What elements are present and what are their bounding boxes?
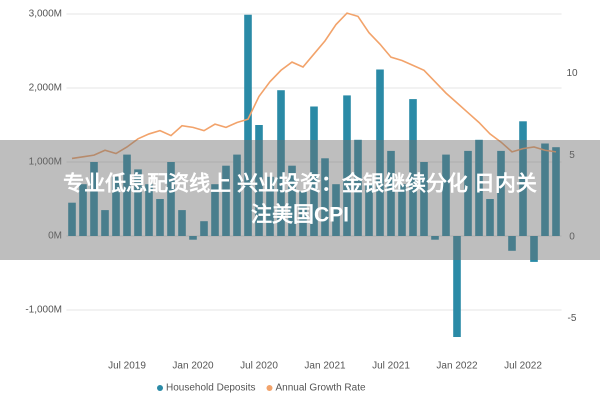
plot-area: -1,000M 0M 1,000M 2,000M 3,000M -5 0 5 10 Jul 201… — [25, 9, 578, 372]
bar — [277, 90, 285, 236]
bar — [321, 158, 329, 236]
bar — [552, 147, 560, 236]
y-tick-label: 0M — [48, 231, 62, 242]
bar — [464, 150, 472, 236]
bar — [530, 236, 538, 262]
x-tick-label: Jan 2021 — [304, 361, 346, 372]
bar — [233, 154, 241, 236]
bar — [123, 154, 131, 236]
bar — [475, 139, 483, 236]
x-tick-label: Jul 2022 — [504, 361, 542, 372]
bar — [255, 125, 263, 236]
legend-marker — [266, 385, 273, 391]
x-tick-label: Jul 2019 — [108, 361, 146, 372]
bar — [376, 69, 384, 236]
bar — [332, 184, 340, 236]
bar — [420, 162, 428, 236]
bar — [266, 176, 274, 236]
legend-item: Annual Growth Rate — [266, 383, 366, 394]
bar — [211, 184, 219, 236]
x-tick-label: Jul 2021 — [372, 361, 410, 372]
bar — [244, 14, 252, 236]
banner-line: 注美国CPI — [251, 203, 349, 227]
line — [71, 12, 557, 160]
bar — [288, 165, 296, 236]
legend-label: Annual Growth Rate — [276, 383, 366, 394]
bar — [90, 162, 98, 236]
bar — [541, 143, 549, 236]
legend-marker — [157, 385, 163, 391]
bar — [134, 169, 142, 236]
bar — [519, 121, 527, 236]
bar — [101, 210, 109, 236]
y2-tick-label: 5 — [569, 150, 575, 161]
banner-line: 专业低息配资线上 兴业投资：金银继续分化 日内关 — [63, 172, 537, 196]
y-tick-label: -1,000M — [25, 305, 62, 316]
bar — [167, 162, 175, 236]
bar — [200, 221, 208, 236]
bar — [222, 165, 230, 236]
bar — [145, 184, 153, 236]
y-tick-label: 2,000M — [29, 83, 62, 94]
bar — [79, 184, 87, 236]
bar — [442, 154, 450, 236]
x-tick-label: Jan 2022 — [436, 361, 478, 372]
bar — [486, 199, 494, 236]
bar — [189, 236, 197, 240]
y-tick-label: 3,000M — [29, 9, 62, 20]
x-tick-label: Jan 2020 — [172, 361, 214, 372]
bar — [365, 184, 373, 236]
bar — [68, 202, 76, 236]
bar — [453, 236, 461, 338]
bar — [299, 191, 307, 236]
bar — [508, 236, 516, 251]
y2-tick-label: 0 — [569, 231, 575, 242]
y-tick-label: 1,000M — [29, 157, 62, 168]
bar — [354, 139, 362, 236]
bar — [431, 236, 439, 240]
bar — [178, 210, 186, 236]
bar — [409, 99, 417, 236]
bar — [112, 176, 120, 236]
bar — [343, 95, 351, 237]
y2-tick-label: -5 — [568, 313, 577, 324]
banner-overlay — [0, 140, 600, 260]
legend-item: Household Deposits — [157, 383, 256, 394]
legend-label: Household Deposits — [166, 383, 256, 394]
x-tick-label: Jul 2020 — [240, 361, 278, 372]
bar — [387, 150, 395, 236]
y2-tick-label: 10 — [566, 68, 578, 79]
bar — [310, 106, 318, 236]
bar — [156, 199, 164, 236]
bar — [497, 150, 505, 236]
bar — [398, 184, 406, 236]
